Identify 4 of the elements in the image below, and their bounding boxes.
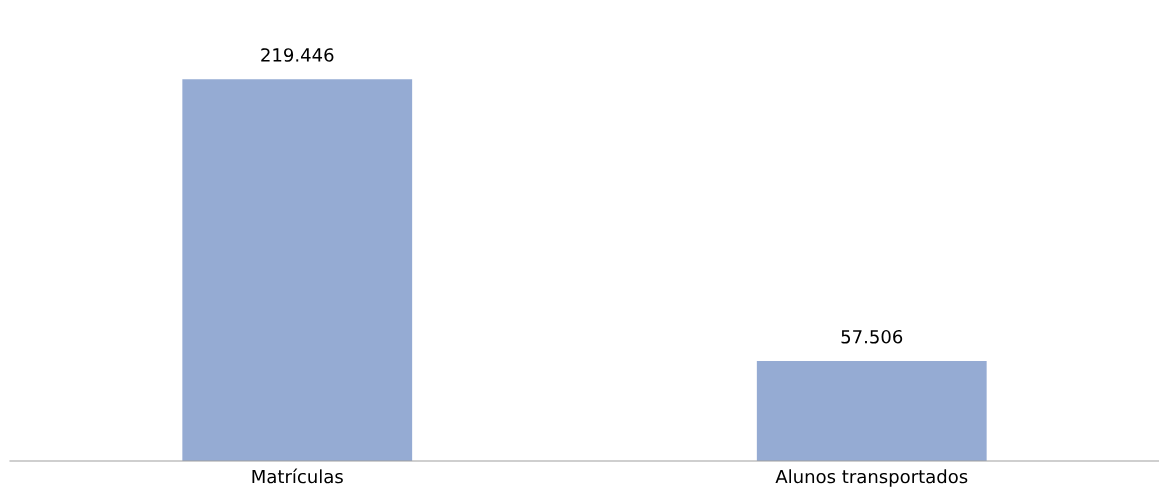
x-tick-label: Matrículas — [252, 468, 343, 484]
data-label: 219.446 — [261, 48, 334, 62]
data-label: 57.506 — [841, 329, 903, 344]
x-tick-label: Alunos transportados — [775, 469, 968, 487]
